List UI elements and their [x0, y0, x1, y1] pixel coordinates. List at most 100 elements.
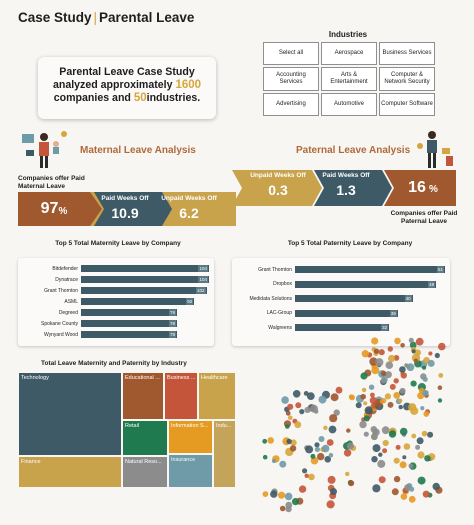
industry-arts-entertainment[interactable]: Arts & Entertainment [321, 67, 377, 91]
treemap-cell-industrial[interactable]: Indu... [213, 420, 236, 488]
industry-select-all[interactable]: Select all [263, 42, 319, 66]
bar-row[interactable]: Spokane County 78 [18, 320, 177, 327]
pushpin-icon [394, 337, 401, 345]
pushpin-icon [346, 428, 351, 433]
industry-aerospace[interactable]: Aerospace [321, 42, 377, 66]
paternal-pct-value: 16 [408, 179, 426, 196]
pushpin-icon [409, 341, 417, 349]
pushpin-icon [270, 490, 278, 498]
pushpin-icon [402, 455, 407, 460]
bar-row[interactable]: Degreed 78 [18, 309, 177, 316]
paternal-pct-sign: % [428, 184, 438, 195]
pushpin-icon [398, 398, 403, 403]
pushpin-icon [406, 363, 415, 372]
pushpin-icon [400, 372, 407, 379]
maternal-paid-weeks: Paid Weeks Off 10.9 [96, 195, 154, 221]
pushpin-icon [422, 390, 429, 397]
pushpin-icon [310, 404, 318, 413]
treemap-cell-healthcare[interactable]: Healthcare [198, 372, 236, 420]
pushpin-icon [330, 393, 339, 402]
treemap-cell-insurance[interactable]: Insurance [168, 454, 213, 488]
bar-row[interactable]: Grant Thornton 51 [232, 266, 445, 273]
pushpin-icon [387, 401, 394, 408]
pushpin-icon [262, 491, 269, 497]
paternal-unpaid-label: Unpaid Weeks Off [250, 172, 306, 179]
bar-row[interactable]: Medidata Solutions 40 [232, 295, 413, 302]
pushpin-icon [317, 452, 325, 461]
bar-label: Grant Thornton [258, 266, 292, 273]
pushpin-icon [363, 401, 368, 406]
bar-label: Dynatrace [55, 276, 78, 283]
pushpin-icon [408, 495, 416, 503]
pushpin-icon [398, 404, 403, 410]
paternity-bar-chart: Grant Thornton 51 Dropbox 48 Medidata Soluti… [232, 264, 450, 344]
pushpin-icon [369, 396, 377, 404]
pushpin-icon [364, 406, 373, 415]
pushpin-icon [413, 358, 419, 363]
treemap-cell-educational[interactable]: Educational ... [122, 372, 164, 420]
bar-row[interactable]: Grant Thornton 102 [18, 287, 207, 294]
bar-row[interactable]: Bitdefender 104 [18, 265, 209, 272]
pushpin-icon [378, 452, 383, 457]
treemap-cell-business[interactable]: Business ... [164, 372, 198, 420]
pushpin-icon [438, 342, 446, 351]
maternal-stat-band [18, 192, 236, 226]
pushpin-icon [371, 456, 378, 463]
paternal-unpaid-weeks: Unpaid Weeks Off 0.3 [240, 172, 316, 198]
pushpin-icon [434, 352, 440, 359]
summary-line3-suffix: industries. [146, 92, 201, 104]
pushpin-icon [382, 439, 389, 447]
pushpin-icon [328, 425, 337, 434]
pushpin-icon [399, 427, 408, 436]
pushpin-icon [298, 485, 307, 493]
pushpin-decoration [262, 337, 446, 513]
pushpin-icon [393, 392, 401, 399]
bar-row[interactable]: Dropbox 48 [232, 280, 437, 288]
pushpin-icon [314, 446, 320, 452]
pushpin-icon [391, 488, 399, 496]
bar-mark: 35 [295, 309, 398, 317]
pushpin-icon [285, 424, 290, 429]
bar-label: ASML [64, 298, 78, 305]
pushpin-icon [285, 506, 292, 513]
summary-line2: analyzed approximately 1600 [38, 79, 216, 92]
treemap-cell-natural-resources[interactable]: Natural Reso... [122, 456, 168, 488]
pushpin-icon [387, 346, 393, 352]
pushpin-icon [314, 442, 320, 448]
pushpin-icon [335, 386, 343, 394]
bar-row[interactable]: Wynyard Wood 78 [18, 331, 177, 338]
paternity-chart-title: Top 5 Total Paternity Leave by Company [287, 240, 413, 247]
industry-network-security[interactable]: Computer & Network Security [379, 67, 435, 91]
maternal-unpaid-weeks: Unpaid Weeks Off 6.2 [160, 195, 218, 221]
bar-row[interactable]: LAC-Group 35 [232, 309, 398, 317]
industry-computer-software[interactable]: Computer Software [379, 92, 435, 116]
pushpin-icon [417, 451, 425, 459]
pushpin-icon [437, 398, 443, 403]
bar-mark: 104 [81, 265, 209, 272]
pushpin-icon [427, 359, 435, 367]
pushpin-icon [410, 380, 417, 387]
bar-row[interactable]: Walgreens 32 [232, 324, 390, 331]
bar-label: Walgreens [268, 324, 292, 331]
treemap-cell-retail[interactable]: Retail [122, 420, 168, 456]
bar-row[interactable]: Dynatrace 104 [18, 276, 209, 283]
title-right: Parental Leave [99, 10, 195, 25]
treemap-cell-information[interactable]: Information S... [168, 420, 213, 454]
industry-advertising[interactable]: Advertising [263, 92, 319, 116]
pushpin-icon [400, 493, 408, 500]
pushpin-icon [318, 395, 327, 404]
pushpin-icon [327, 475, 336, 484]
pushpin-icon [333, 409, 340, 416]
industry-accounting-services[interactable]: Accounting Services [263, 67, 319, 91]
treemap-cell-finance[interactable]: Finance [18, 456, 122, 488]
summary-card: Parental Leave Case Study analyzed appro… [38, 57, 216, 119]
industry-business-services[interactable]: Business Services [379, 42, 435, 66]
industry-automotive[interactable]: Automotive [321, 92, 377, 116]
pushpin-icon [379, 399, 385, 404]
bar-row[interactable]: ASML 92 [18, 298, 195, 305]
treemap-cell-technology[interactable]: Technology [18, 372, 122, 456]
bar-mark: 102 [81, 287, 207, 294]
paternal-pct: 16% [390, 170, 456, 206]
pushpin-icon [281, 396, 289, 404]
pushpin-icon [370, 392, 375, 398]
